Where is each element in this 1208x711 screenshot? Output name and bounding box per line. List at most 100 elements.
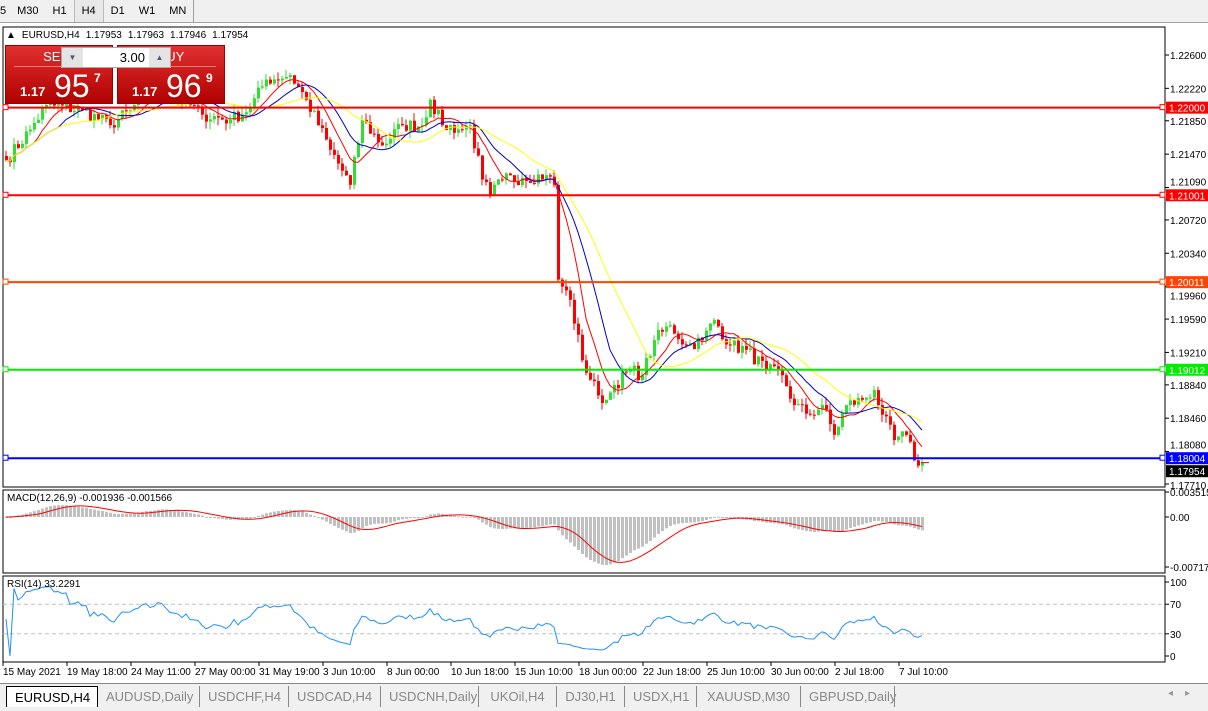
candle-body	[425, 117, 428, 126]
candle	[585, 354, 588, 376]
candle	[213, 112, 216, 124]
macd-bar	[205, 516, 208, 518]
macd-bar	[109, 512, 112, 517]
macd-bar	[289, 509, 292, 517]
buy-button[interactable]: BUY 1.17 96 9	[117, 45, 225, 104]
candle-body	[345, 170, 348, 176]
level-handle	[2, 278, 9, 285]
ohlc-open: 1.17953	[85, 30, 122, 41]
candle-body	[349, 175, 352, 185]
macd-bar	[505, 517, 508, 529]
candle-body	[893, 424, 896, 441]
macd-bar	[437, 513, 440, 517]
candle-body	[569, 290, 572, 300]
candle-body	[77, 106, 80, 111]
macd-bar	[65, 505, 68, 517]
candle-body	[517, 181, 520, 186]
candle-body	[193, 104, 196, 106]
decrease-lot-icon[interactable]: ▼	[62, 48, 83, 67]
candle-body	[837, 427, 840, 435]
increase-lot-icon[interactable]: ▲	[149, 48, 170, 67]
candle-body	[917, 460, 920, 466]
candle	[117, 115, 120, 131]
tab-usdx-h1[interactable]: USDX,H1	[625, 686, 697, 707]
tab-dj30-h1[interactable]: DJ30,H1	[557, 686, 625, 707]
macd-bar	[125, 513, 128, 517]
candle-body	[753, 348, 756, 365]
candle-body	[257, 87, 260, 99]
candle-body	[97, 114, 100, 120]
macd-bar	[33, 511, 36, 517]
candle-body	[197, 105, 200, 107]
chart-collapse-icon[interactable]: ▲	[6, 30, 16, 41]
candle-body	[533, 182, 536, 184]
candle	[601, 389, 604, 410]
macd-bar	[417, 517, 420, 518]
macd-bar	[93, 509, 96, 517]
macd-bar	[577, 517, 580, 550]
candle-body	[901, 431, 904, 437]
timeframe-h1[interactable]: H1	[52, 5, 67, 17]
tab-scroll-arrows[interactable]: ◂▸	[1167, 688, 1202, 699]
tab-eurusd-h4[interactable]: EURUSD,H4	[6, 686, 98, 707]
candle	[877, 386, 880, 410]
tab-usdchf-h4[interactable]: USDCHF,H4	[200, 686, 289, 707]
lot-size-stepper[interactable]: ▼ 3.00 ▲	[61, 47, 171, 68]
macd-bar	[877, 517, 880, 522]
lot-size-input[interactable]: 3.00	[119, 50, 145, 65]
macd-bar	[589, 517, 592, 561]
tab-usdcad-h4[interactable]: USDCAD,H4	[289, 686, 381, 707]
candle-body	[897, 436, 900, 441]
price-tick-label: 1.18840	[1170, 381, 1207, 392]
candle-body	[777, 366, 780, 371]
candle	[93, 109, 96, 129]
candle-body	[565, 286, 568, 291]
macd-bar	[769, 517, 772, 524]
macd-bar	[241, 517, 244, 520]
candle	[5, 150, 8, 162]
price-tick-label: 1.17710	[1170, 481, 1207, 492]
macd-bar	[473, 517, 476, 519]
candle	[785, 372, 788, 387]
price-tick-label: 1.19210	[1170, 348, 1207, 359]
candle-body	[377, 133, 380, 143]
tab-xauusd-m30[interactable]: XAUUSD,M30	[697, 686, 801, 707]
tab-audusd-daily[interactable]: AUDUSD,Daily	[98, 686, 200, 707]
timeframe-m30[interactable]: M30	[17, 5, 39, 17]
macd-bar	[713, 517, 716, 518]
macd-bar	[201, 515, 204, 517]
macd-bar	[825, 517, 828, 531]
macd-bar	[601, 517, 604, 565]
candle-body	[29, 129, 32, 132]
candle	[813, 409, 816, 420]
macd-bar	[249, 517, 252, 519]
price-tick-label: 1.20340	[1170, 249, 1207, 260]
timeframe-5[interactable]: 5	[0, 5, 7, 17]
candle-body	[325, 127, 328, 140]
candle-body	[61, 104, 64, 106]
macd-bar	[149, 510, 152, 517]
level-price-tag	[1166, 189, 1208, 202]
macd-bar	[157, 509, 160, 517]
tab-usdcnh-daily[interactable]: USDCNH,Daily	[381, 686, 479, 707]
level-handle	[2, 191, 9, 198]
macd-bar	[273, 511, 276, 517]
timeframe-d1[interactable]: D1	[110, 5, 125, 17]
candle	[885, 411, 888, 423]
macd-bar	[593, 517, 596, 562]
candle-body	[889, 416, 892, 425]
candle	[217, 108, 220, 126]
time-tick-label: 22 Jun 18:00	[643, 667, 701, 678]
macd-bar	[845, 517, 848, 530]
candle-body	[913, 441, 916, 461]
timeframe-w1[interactable]: W1	[138, 5, 156, 17]
macd-bar	[613, 517, 616, 563]
tab-ukoil-h4[interactable]: UKOil,H4	[479, 686, 557, 707]
chart-area[interactable]: 1.22600 1.22220 1.21850 1.21470 1.21090 1.207…	[0, 23, 1208, 683]
macd-bar	[885, 517, 888, 523]
timeframe-mn[interactable]: MN	[169, 5, 187, 17]
macd-bar	[261, 514, 264, 517]
tab-gbpusd-daily[interactable]: GBPUSD,Daily	[801, 686, 896, 707]
macd-bar	[629, 517, 632, 553]
timeframe-h4[interactable]: H4	[73, 0, 104, 22]
